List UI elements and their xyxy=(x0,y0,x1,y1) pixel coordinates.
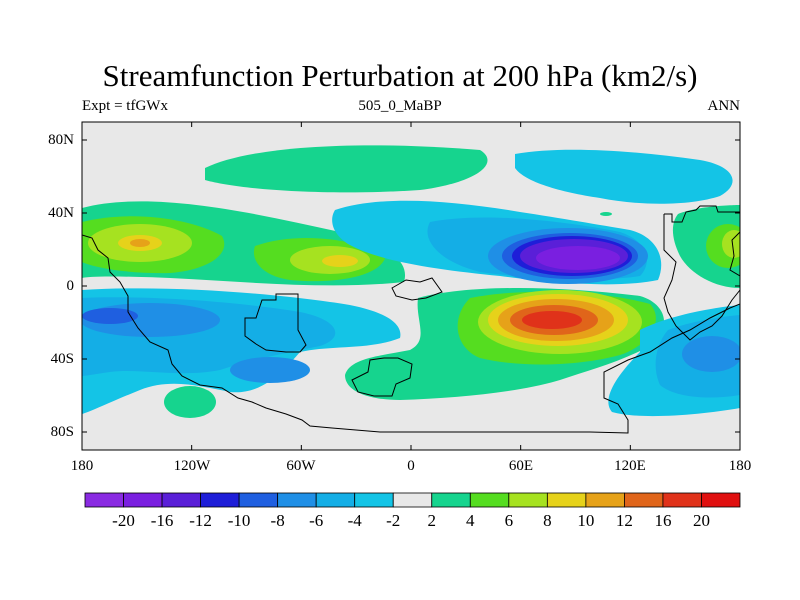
colorbar-label: 20 xyxy=(692,511,710,530)
colorbar-swatch xyxy=(624,492,664,508)
colorbar-swatch xyxy=(701,492,741,508)
colorbar-label: 6 xyxy=(504,511,514,530)
case-label: 505_0_MaBP xyxy=(358,98,442,114)
lat-tick-80s: 80S xyxy=(50,424,74,440)
lon-tick-0: 0 xyxy=(407,458,415,474)
coastline-northeast-continent xyxy=(663,205,740,341)
colorbar-label: 8 xyxy=(543,511,552,530)
contour-sh-neg-6b xyxy=(230,357,310,383)
colorbar-swatch xyxy=(508,492,548,508)
contour-sh-neg-8 xyxy=(82,308,138,324)
colorbar-swatch xyxy=(546,492,587,508)
colorbar-label: 12 xyxy=(615,511,633,530)
lat-tick-80n: 80N xyxy=(48,132,74,148)
colorbar-swatch xyxy=(200,492,240,508)
contour-small-blob xyxy=(600,212,612,216)
contour-pos-10b xyxy=(322,255,358,267)
plot-title: Streamfunction Perturbation at 200 hPa (… xyxy=(102,58,698,93)
colorbar-label: 4 xyxy=(466,511,475,530)
colorbar-swatch xyxy=(431,492,471,508)
colorbar-label: -12 xyxy=(189,511,212,530)
colorbar-swatch xyxy=(662,492,702,508)
colorbar-swatch xyxy=(585,492,625,508)
colorbar-swatch xyxy=(469,492,510,508)
colorbar-label: 10 xyxy=(577,511,595,530)
contour-nh-north-cap xyxy=(205,145,488,193)
contour-field xyxy=(82,122,740,450)
contour-neg-16 xyxy=(536,246,620,270)
colorbar-swatch xyxy=(123,492,163,508)
lon-tick-180w: 180 xyxy=(70,458,94,474)
colorbar xyxy=(84,492,741,508)
coastline-central-continent xyxy=(244,293,307,353)
colorbar-label: -10 xyxy=(227,511,251,530)
contour-north-band-negative xyxy=(515,149,733,204)
colorbar-label: -16 xyxy=(150,511,174,530)
lon-tick-120w: 120W xyxy=(173,458,211,474)
colorbar-label: -8 xyxy=(270,511,285,530)
contour-sh-pos-20 xyxy=(522,311,582,329)
colorbar-swatch xyxy=(392,492,433,508)
coastline-east-edge xyxy=(729,231,740,277)
lat-tick-40n: 40N xyxy=(48,205,74,221)
lon-tick-60w: 60W xyxy=(286,458,316,474)
colorbar-label: 16 xyxy=(654,511,672,530)
colorbar-swatch xyxy=(238,492,279,508)
colorbar-label: 2 xyxy=(427,511,437,530)
lon-tick-60e: 60E xyxy=(508,458,534,474)
lon-tick-120e: 120E xyxy=(614,458,646,474)
experiment-label: Expt = tfGWx xyxy=(82,98,168,114)
contour-se-neg-6 xyxy=(682,336,740,372)
coastline-atlantic-continent xyxy=(351,357,413,397)
colorbar-swatch xyxy=(161,492,201,508)
colorbar-swatch xyxy=(84,492,124,508)
colorbar-label: -20 xyxy=(112,511,135,530)
axis-ticks xyxy=(81,122,741,450)
colorbar-label: -2 xyxy=(386,511,401,530)
colorbar-label: -4 xyxy=(347,511,362,530)
coastline-equatorial-continent xyxy=(391,277,443,301)
colorbar-swatch xyxy=(315,492,356,508)
coastline-group xyxy=(82,205,740,434)
colorbar-swatch xyxy=(354,492,394,508)
lon-tick-180e: 180 xyxy=(728,458,752,474)
lat-tick-0: 0 xyxy=(66,278,75,294)
contour-pos-12a xyxy=(130,239,150,247)
contour-south-positive xyxy=(164,386,216,418)
colorbar-swatch xyxy=(277,492,317,508)
colorbar-label: -6 xyxy=(309,511,324,530)
coastline-west-continent xyxy=(82,234,740,434)
season-label: ANN xyxy=(707,98,741,114)
lat-tick-40s: 40S xyxy=(50,351,74,367)
